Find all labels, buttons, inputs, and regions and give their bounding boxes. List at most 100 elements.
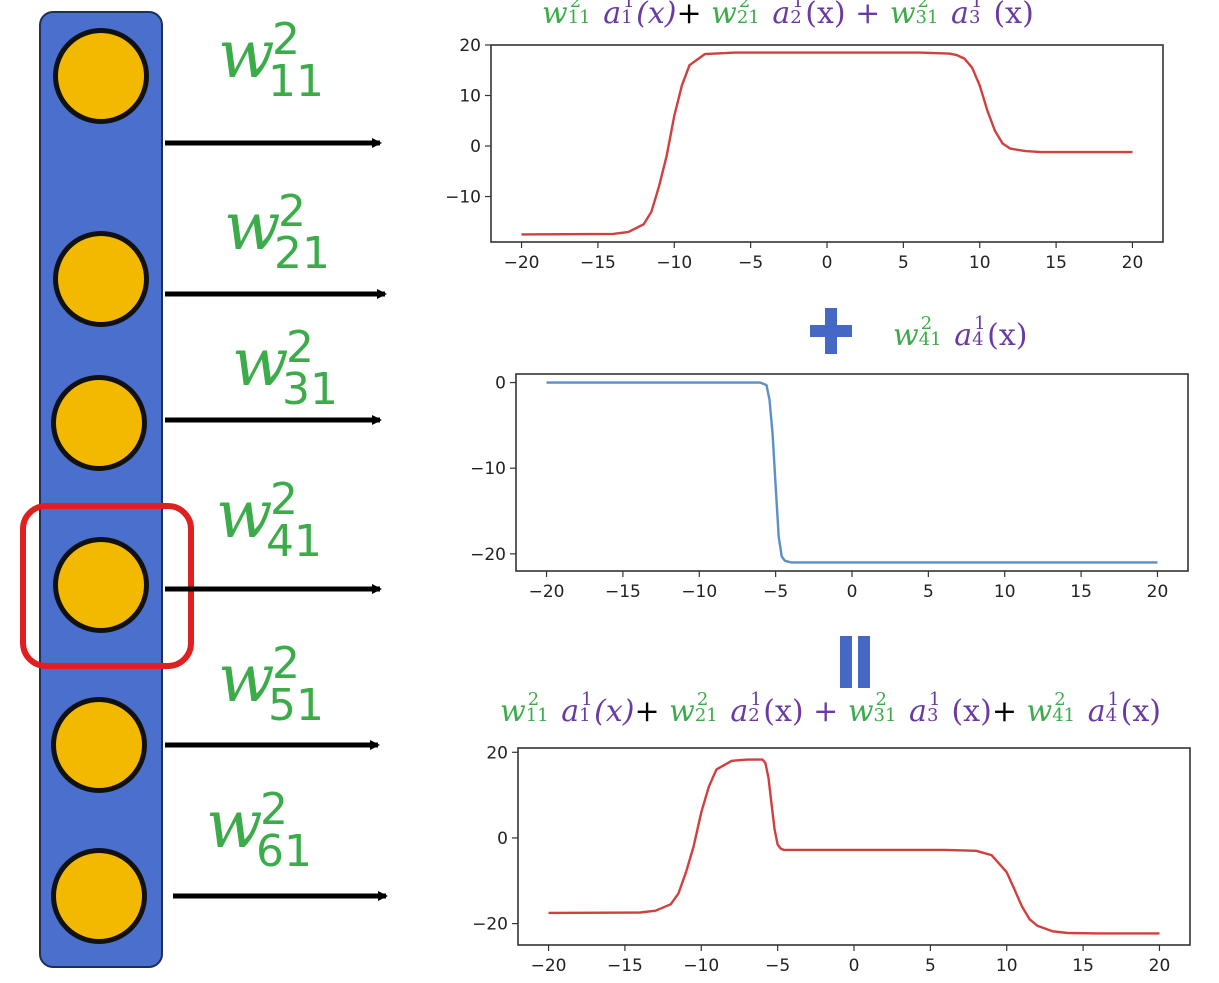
x-tick-label: 0	[847, 582, 858, 602]
neuron-4	[53, 537, 149, 633]
weight-subscript: 41	[266, 516, 322, 567]
neuron-column	[39, 11, 163, 968]
formula-term: a	[1087, 694, 1106, 729]
weight-base: w	[218, 16, 275, 93]
x-tick-label: 10	[996, 956, 1018, 976]
series-line-1	[548, 758, 1160, 935]
neuron-1	[53, 28, 149, 124]
x-tick-label: −15	[580, 253, 616, 273]
weight-subscript: 11	[268, 56, 324, 107]
chart-1: −20 −15 −10 −5 0 5 10 15 20 20 10 0 −10	[445, 36, 1164, 273]
formula-middle: w 2 41 a 1 4 (x)	[893, 313, 1028, 353]
formula-term: (x)	[1120, 694, 1161, 729]
x-tick-label: −10	[683, 956, 719, 976]
x-tick-label: 0	[822, 253, 833, 273]
formula-term: (x)	[941, 694, 992, 729]
formula-term: a	[772, 0, 791, 31]
formula-superscript: 1	[970, 0, 983, 12]
formula-superscript: 1	[974, 313, 986, 334]
formula-subscript: 41	[1052, 705, 1076, 726]
formula-term: a	[603, 0, 622, 31]
formula-subscript: 4	[972, 329, 984, 350]
formula-term: w	[847, 694, 874, 729]
x-tick-label: 0	[849, 956, 860, 976]
weight-superscript: 2	[270, 474, 298, 525]
neuron-3	[51, 375, 147, 471]
x-tick-label: −20	[529, 582, 565, 602]
formula-term: (x)	[987, 318, 1028, 353]
formula-subscript: 1	[621, 7, 633, 28]
formula-superscript: 2	[1054, 689, 1066, 710]
formula-superscript: 1	[928, 689, 941, 710]
x-tick-label: −10	[656, 253, 692, 273]
formula-term: +	[634, 694, 670, 729]
plot-frame	[515, 373, 1189, 572]
x-tick-label: 5	[925, 956, 936, 976]
formula-term: (x)	[636, 0, 677, 31]
x-tick-label: 20	[1122, 253, 1144, 273]
y-tick-label: −20	[472, 915, 508, 935]
formula-subscript: 4	[1105, 705, 1118, 726]
formula-term: a	[909, 694, 927, 729]
x-tick-label: 5	[923, 582, 934, 602]
formula-subscript: 41	[918, 329, 942, 350]
y-tick-label: 20	[486, 743, 508, 763]
weight-superscript: 2	[278, 186, 306, 237]
x-tick-label: 15	[1070, 582, 1092, 602]
formula-term: w	[542, 0, 568, 31]
y-tick-label: 20	[459, 36, 481, 56]
weight-subscript: 51	[268, 680, 324, 731]
weight-superscript: 2	[272, 14, 300, 65]
formula-superscript: 2	[738, 0, 751, 12]
formula-term: w	[889, 0, 916, 31]
weight-base: w	[224, 188, 281, 265]
formula-term: w	[711, 0, 737, 31]
formula-term: a	[730, 694, 749, 729]
formula-superscript: 2	[920, 313, 933, 334]
x-tick-label: 10	[969, 253, 991, 273]
y-tick-label: 0	[497, 829, 508, 849]
x-tick-label: −10	[681, 582, 717, 602]
weight-superscript: 2	[286, 322, 314, 373]
weight-subscript: 31	[282, 364, 338, 415]
x-tick-label: 15	[1045, 253, 1067, 273]
x-tick-label: 5	[898, 253, 909, 273]
formula-subscript: 31	[873, 705, 897, 726]
formula-term: a	[561, 694, 580, 729]
formula-term: (x)	[983, 0, 1034, 31]
formula-subscript: 21	[694, 705, 718, 726]
weight-base: w	[232, 324, 289, 401]
formula-term: w	[669, 694, 695, 729]
formula-superscript: 2	[569, 0, 582, 12]
x-tick-label: 10	[994, 582, 1016, 602]
plot-frame	[490, 44, 1164, 243]
formula-superscript: 1	[750, 689, 762, 710]
x-tick-label: 20	[1147, 582, 1169, 602]
formula-superscript: 2	[917, 0, 929, 12]
formula-term: w	[1026, 694, 1053, 729]
arrows	[165, 138, 388, 901]
weight-subscript: 21	[274, 228, 330, 279]
y-tick-label: 0	[495, 374, 506, 394]
x-tick-label: −5	[765, 956, 790, 976]
formula-subscript: 31	[915, 7, 939, 28]
formula-subscript: 21	[736, 7, 760, 28]
formula-superscript: 1	[623, 0, 635, 12]
formula-term: (x) +	[805, 0, 890, 31]
formula-term: +	[991, 694, 1027, 729]
formula-superscript: 1	[581, 689, 593, 710]
weight-base: w	[218, 640, 275, 717]
x-tick-label: −15	[607, 956, 643, 976]
y-tick-label: −10	[470, 459, 506, 479]
formula-superscript: 2	[527, 689, 540, 710]
x-tick-label: −5	[738, 253, 763, 273]
weight-superscript: 2	[272, 638, 300, 689]
formula-term: (x) +	[763, 694, 848, 729]
x-tick-label: −20	[504, 253, 540, 273]
y-tick-label: 10	[459, 87, 481, 107]
formula-term: a	[954, 318, 973, 353]
x-tick-label: −15	[605, 582, 641, 602]
